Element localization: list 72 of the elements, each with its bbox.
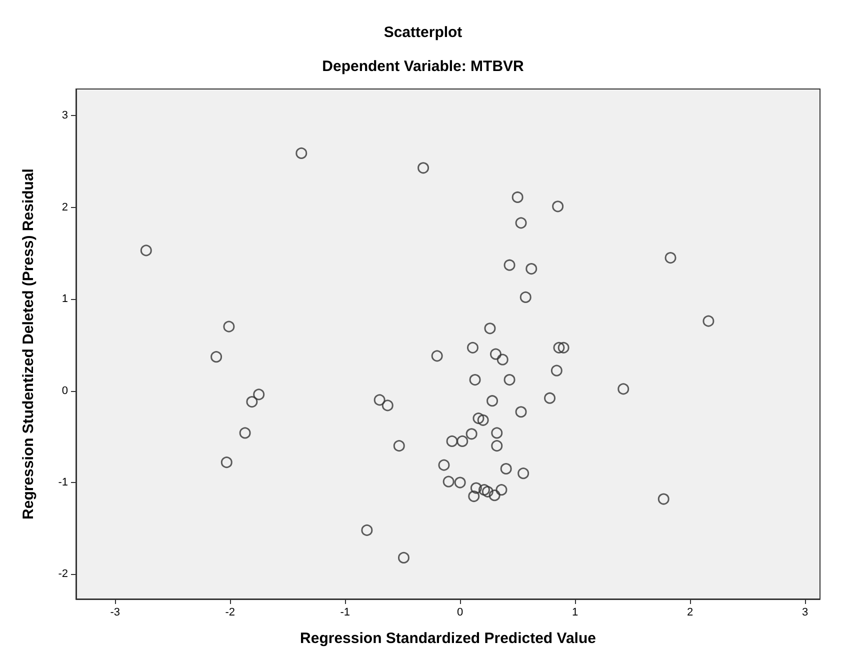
point: [454, 476, 466, 488]
point: [470, 482, 482, 494]
point: [482, 486, 494, 498]
x-tick-label: 0: [457, 606, 464, 618]
point: [486, 395, 498, 407]
point: [518, 468, 530, 480]
y-tick-label: 0: [62, 384, 68, 397]
point: [446, 435, 458, 447]
point: [456, 435, 468, 447]
point: [515, 217, 527, 229]
point: [398, 552, 410, 564]
point: [490, 348, 502, 360]
x-tick-label: 2: [686, 606, 694, 618]
point: [361, 524, 373, 536]
point: [664, 252, 676, 264]
point: [431, 350, 443, 362]
x-tick-label: 3: [802, 606, 808, 618]
point: [472, 412, 484, 424]
point: [253, 388, 265, 400]
x-tick-label: 1: [572, 606, 578, 618]
point: [488, 490, 500, 502]
point: [504, 259, 516, 271]
point: [442, 476, 454, 488]
point: [477, 414, 489, 426]
point: [246, 396, 258, 408]
chart-title: Scatterplot: [384, 24, 462, 41]
x-tick-label: -3: [110, 606, 120, 618]
point: [558, 342, 570, 354]
point: [466, 342, 478, 354]
point: [491, 427, 503, 439]
point: [393, 440, 405, 452]
point: [618, 383, 630, 395]
point: [702, 315, 714, 327]
y-tick-label: -2: [58, 568, 68, 580]
point: [223, 320, 235, 332]
point: [552, 200, 564, 212]
point: [515, 406, 527, 418]
point: [658, 493, 670, 505]
point: [504, 374, 516, 386]
y-tick-label: 3: [62, 110, 68, 122]
y-axis-title: Regression Studentized Deleted (Press) Residual: [20, 168, 37, 520]
x-axis-title: Regression Standardized Predicted Value: [300, 630, 596, 647]
point: [512, 191, 524, 203]
chart-subtitle: Dependent Variable: MTBVR: [322, 58, 524, 75]
point: [520, 291, 532, 303]
point: [382, 400, 394, 412]
point: [438, 459, 450, 471]
point: [239, 427, 251, 439]
point: [220, 456, 232, 468]
y-tick-label: -1: [58, 476, 68, 489]
x-tick-label: -2: [225, 606, 235, 618]
point: [544, 392, 556, 404]
point: [500, 463, 512, 474]
point: [496, 354, 508, 366]
y-tick-label: 2: [62, 201, 68, 214]
point: [478, 484, 490, 496]
y-tick-label: 1: [62, 293, 68, 306]
point: [491, 440, 503, 452]
point: [466, 428, 478, 440]
point: [140, 244, 152, 256]
point: [550, 364, 562, 376]
x-tick-label: -1: [340, 606, 350, 618]
point: [526, 263, 538, 275]
point: [374, 394, 386, 406]
point: [553, 342, 565, 354]
point: [469, 374, 481, 386]
point: [484, 322, 496, 334]
point: [296, 147, 308, 159]
point: [468, 490, 480, 502]
point: [210, 351, 222, 363]
point: [418, 162, 430, 174]
point: [496, 484, 508, 496]
